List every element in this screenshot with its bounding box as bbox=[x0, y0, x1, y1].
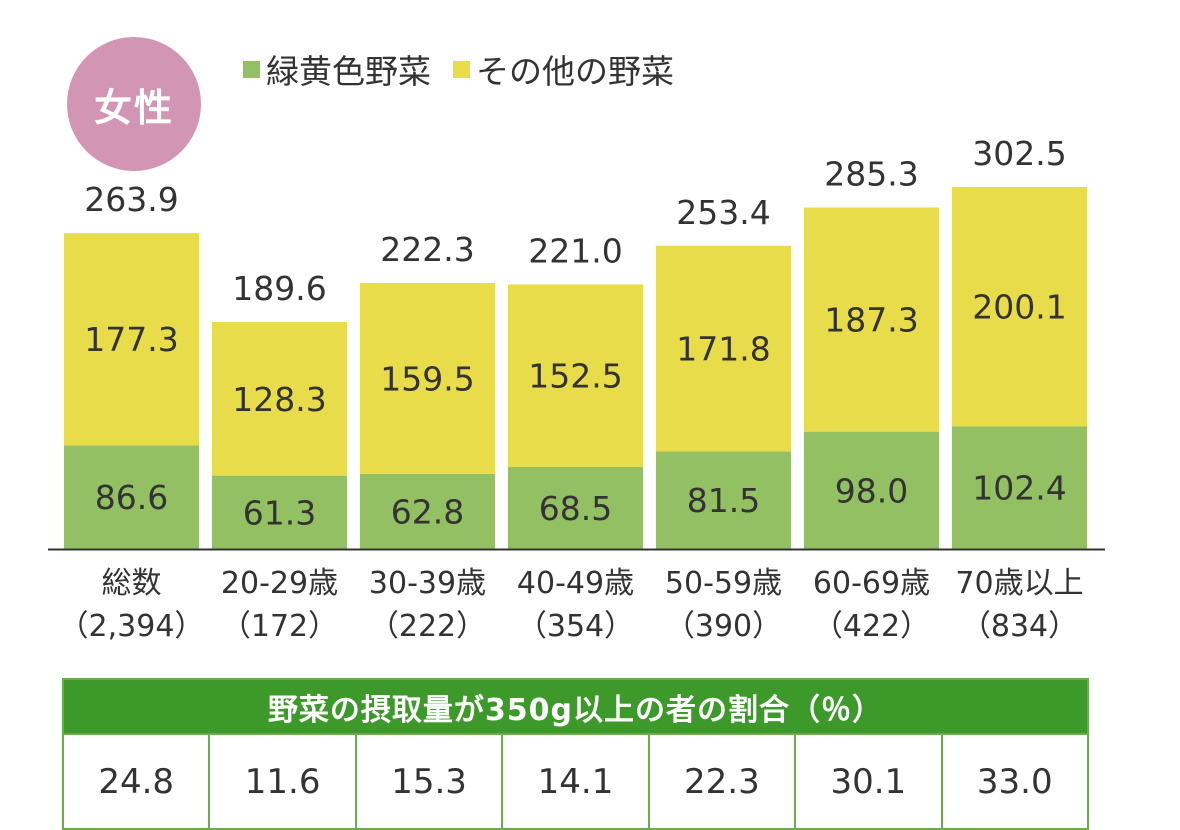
category-count-label: （354） bbox=[517, 609, 634, 644]
category-label: 30-39歳 bbox=[369, 566, 486, 601]
category-label: 40-49歳 bbox=[517, 566, 634, 601]
category-count-label: （422） bbox=[813, 609, 930, 644]
stacked-bar-chart: 86.6 177.3 263.9 総数 （2,394） 61.3 128.3 189.6 20-… bbox=[48, 134, 1105, 644]
table-cell: 33.0 bbox=[940, 735, 1087, 828]
segment-value-label: 61.3 bbox=[243, 493, 316, 532]
segment-value-label: 102.4 bbox=[972, 469, 1066, 508]
total-value-label: 253.4 bbox=[676, 193, 770, 232]
bar-segment-other bbox=[508, 284, 643, 468]
segment-value-label: 68.5 bbox=[539, 489, 612, 528]
bar-segment-green bbox=[360, 473, 495, 549]
table-row: 24.8 11.6 15.3 14.1 22.3 30.1 33.0 bbox=[64, 735, 1087, 828]
table-cell: 24.8 bbox=[98, 761, 175, 802]
category-count-label: （222） bbox=[369, 609, 486, 644]
legend: 緑黄色野菜 その他の野菜 bbox=[243, 45, 696, 93]
total-value-label: 222.3 bbox=[380, 230, 474, 269]
category-count-label: （390） bbox=[665, 609, 782, 644]
bar-segment-other bbox=[64, 233, 199, 446]
segment-value-label: 81.5 bbox=[687, 481, 760, 520]
segment-value-label: 128.3 bbox=[232, 380, 326, 419]
category-label: 総数 bbox=[102, 566, 162, 601]
table-cell: 22.3 bbox=[647, 735, 794, 828]
category-count-label: （172） bbox=[221, 609, 338, 644]
ratio-table: 野菜の摂取量が350g以上の者の割合（％） 24.8 11.6 15.3 14.… bbox=[62, 678, 1089, 830]
category-label: 50-59歳 bbox=[665, 566, 782, 601]
legend-label: その他の野菜 bbox=[476, 52, 674, 91]
total-value-label: 285.3 bbox=[824, 154, 918, 193]
legend-item-other: その他の野菜 bbox=[453, 45, 674, 93]
table-cell: 14.1 bbox=[501, 735, 647, 828]
segment-value-label: 171.8 bbox=[676, 330, 770, 369]
gender-badge: 女性 bbox=[67, 37, 201, 171]
bar-segment-green bbox=[952, 426, 1087, 549]
category-label: 60-69歳 bbox=[813, 566, 930, 601]
bar-segment-green bbox=[64, 445, 199, 549]
bar-segment-green bbox=[212, 475, 347, 549]
segment-value-label: 177.3 bbox=[84, 320, 178, 359]
legend-item-green: 緑黄色野菜 bbox=[243, 45, 431, 93]
table-cell: 15.3 bbox=[354, 735, 501, 828]
category-count-label: （2,394） bbox=[59, 609, 205, 644]
legend-swatch-green bbox=[243, 60, 260, 78]
segment-value-label: 187.3 bbox=[824, 301, 918, 340]
category-label: 70歳以上 bbox=[955, 566, 1083, 601]
bar-segment-green bbox=[508, 467, 643, 549]
table-header: 野菜の摂取量が350g以上の者の割合（％） bbox=[64, 680, 1087, 735]
segment-value-label: 159.5 bbox=[380, 359, 474, 398]
segment-value-label: 152.5 bbox=[528, 357, 622, 396]
legend-swatch-yellow bbox=[453, 60, 470, 78]
total-value-label: 189.6 bbox=[232, 269, 326, 308]
category-label: 20-29歳 bbox=[221, 566, 338, 601]
table-cell: 11.6 bbox=[208, 735, 354, 828]
bar-segment-other bbox=[656, 245, 791, 452]
segment-value-label: 200.1 bbox=[972, 288, 1066, 327]
bar-segment-other bbox=[212, 322, 347, 476]
segment-value-label: 98.0 bbox=[835, 471, 908, 510]
segment-value-label: 86.6 bbox=[95, 478, 168, 517]
legend-label: 緑黄色野菜 bbox=[266, 52, 431, 91]
table-cell: 30.1 bbox=[794, 735, 940, 828]
category-count-label: （834） bbox=[961, 609, 1078, 644]
bar-segment-other bbox=[952, 186, 1087, 427]
total-value-label: 263.9 bbox=[84, 180, 178, 219]
bar-segment-green bbox=[804, 431, 939, 549]
total-value-label: 221.0 bbox=[528, 231, 622, 270]
segment-value-label: 62.8 bbox=[391, 492, 464, 531]
bar-segment-green bbox=[656, 451, 791, 549]
bar-segment-other bbox=[360, 282, 495, 474]
total-value-label: 302.5 bbox=[972, 134, 1066, 173]
bar-segment-other bbox=[804, 207, 939, 432]
